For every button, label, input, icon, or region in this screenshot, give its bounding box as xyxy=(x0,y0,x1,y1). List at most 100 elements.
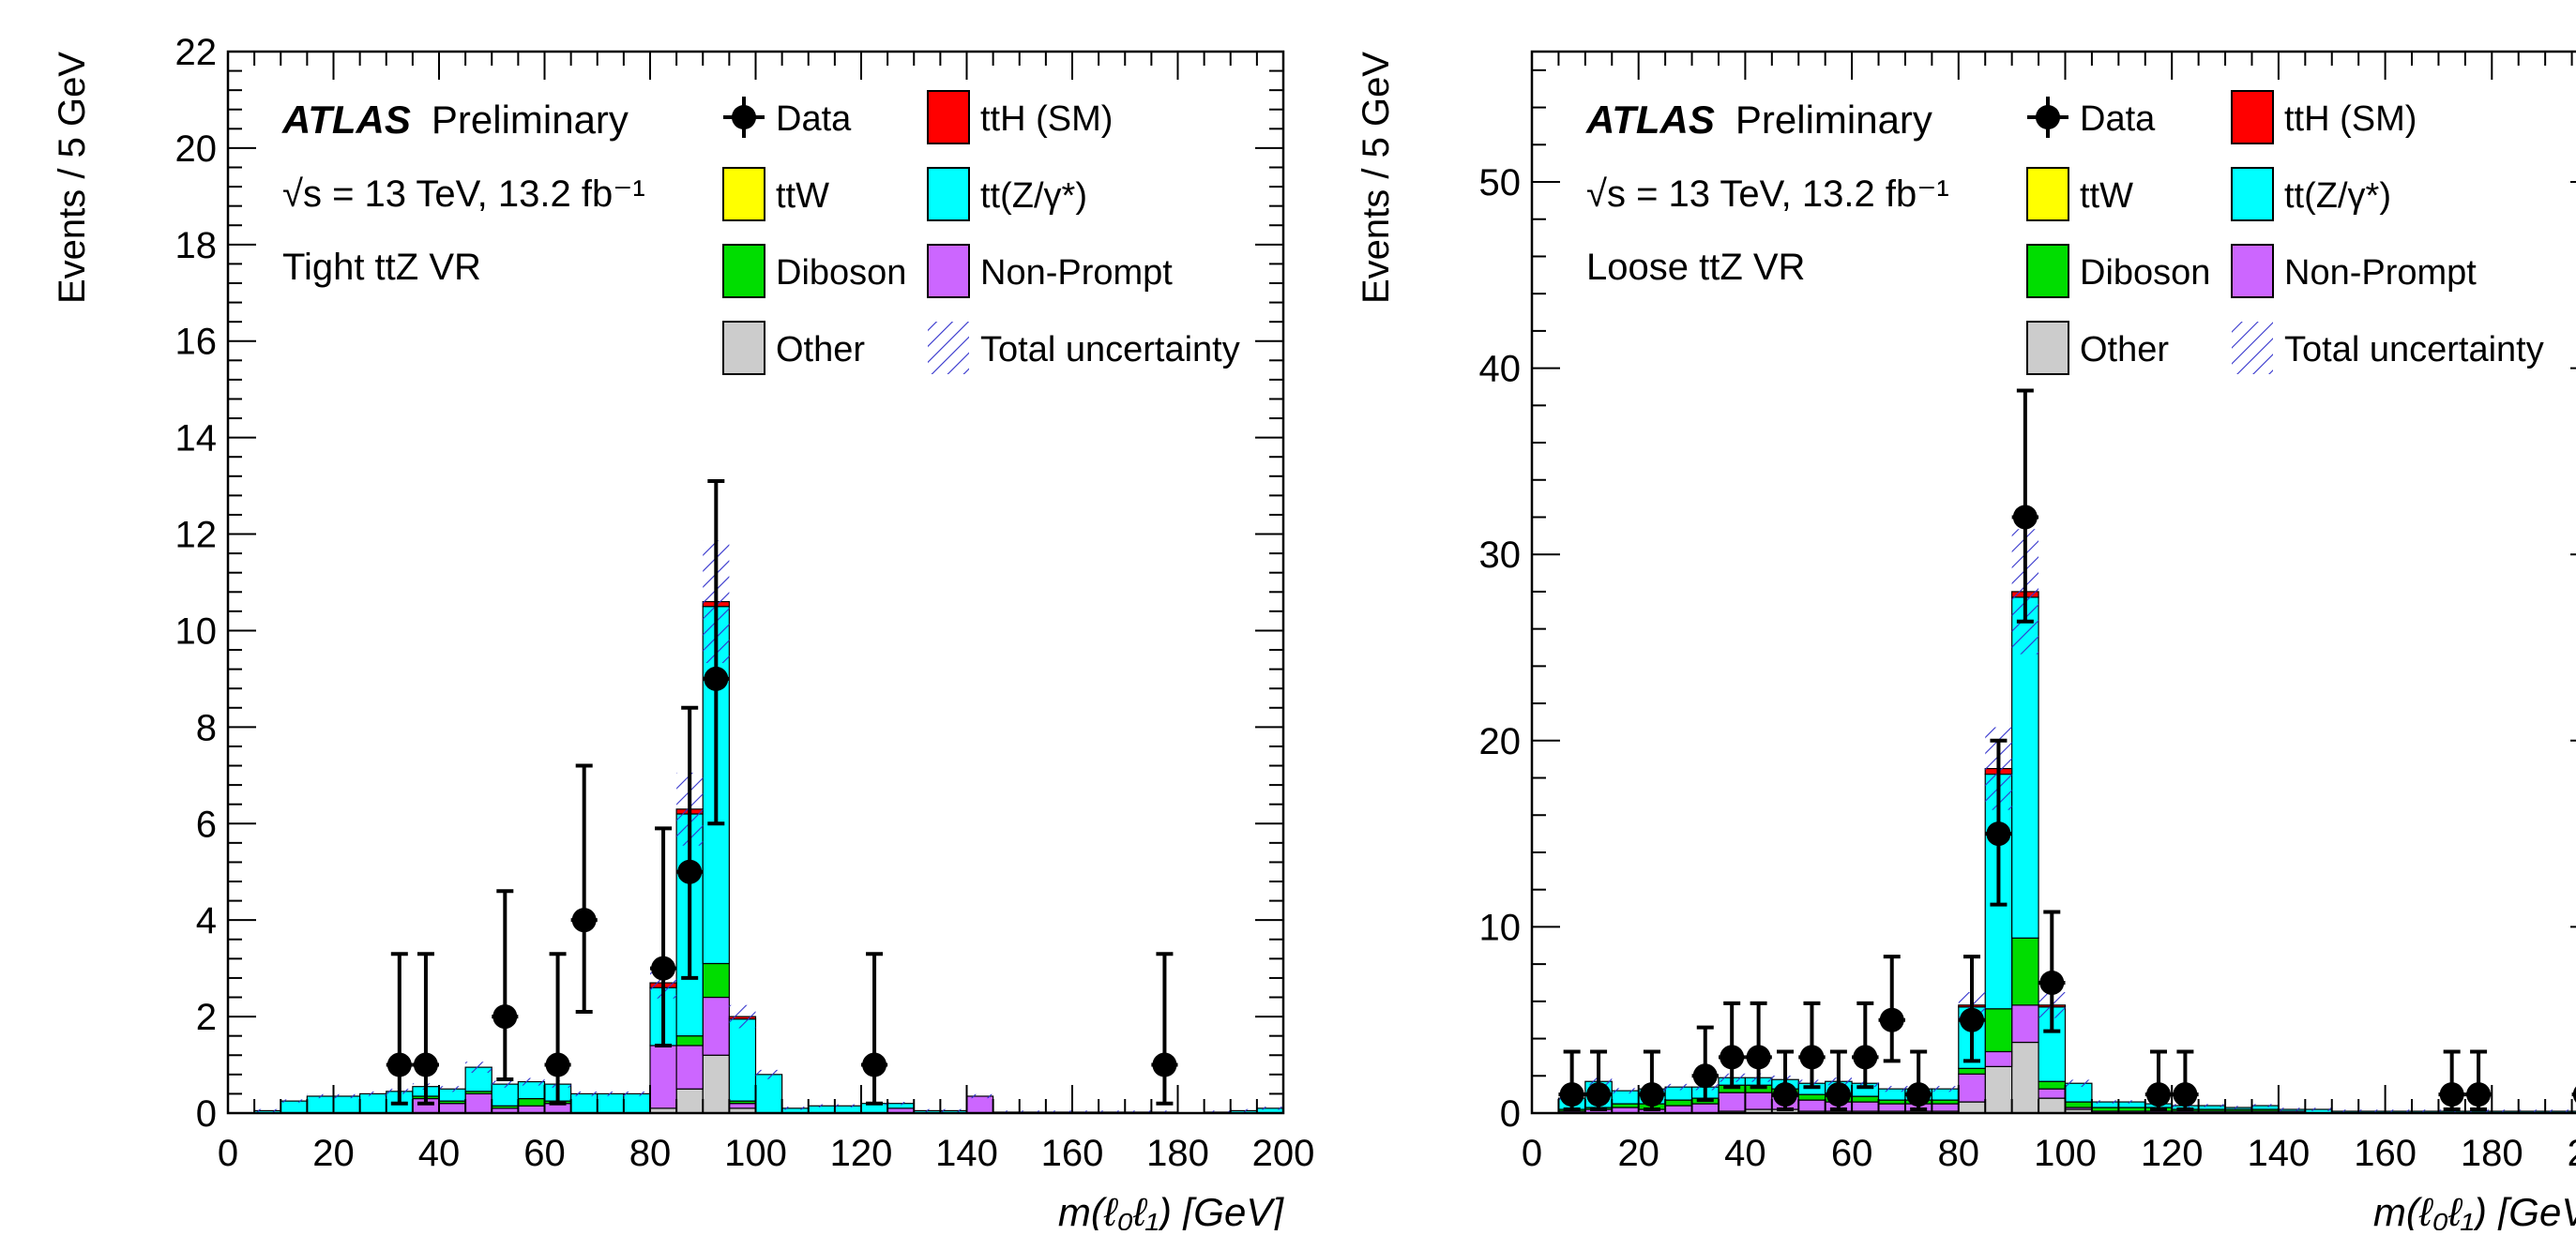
legend-entry: ttW xyxy=(2026,167,2133,221)
uncertainty-band xyxy=(307,1093,334,1099)
uncertainty-band xyxy=(2492,1109,2519,1113)
y-tick-label: 40 xyxy=(1479,349,1522,390)
legend-entry: Data xyxy=(2027,97,2156,139)
legend-entry: Other xyxy=(722,321,865,375)
region-label: Loose ttZ VR xyxy=(1586,247,1805,288)
hist-bar-nonprompt xyxy=(1797,1099,1826,1112)
uncertainty-band xyxy=(755,1069,782,1079)
data-point xyxy=(651,956,676,981)
hist-bar-nonprompt xyxy=(464,1092,492,1113)
data-point xyxy=(1720,1045,1745,1070)
hist-bar-ttZ xyxy=(570,1092,599,1113)
data-point xyxy=(1799,1045,1825,1070)
legend-label: tt(Z/γ*) xyxy=(2284,176,2391,216)
uncertainty-band xyxy=(597,1091,624,1096)
uncertainty-band xyxy=(1204,1110,1231,1113)
legend-label: ttW xyxy=(776,176,829,216)
legend-swatch-nonprompt xyxy=(927,244,970,298)
data-point xyxy=(2439,1082,2464,1107)
y-tick-label: 2 xyxy=(196,997,217,1038)
uncertainty-band xyxy=(359,1091,386,1096)
legend-entry: Non-Prompt xyxy=(2231,244,2477,298)
uncertainty-band xyxy=(2358,1109,2386,1113)
legend-label: Total uncertainty xyxy=(980,330,1240,369)
x-tick-label: 200 xyxy=(2568,1133,2576,1174)
data-point xyxy=(2039,970,2065,995)
x-tick-label: 100 xyxy=(724,1133,787,1174)
hist-bar-nonprompt xyxy=(1744,1092,1773,1110)
uncertainty-band xyxy=(254,1108,281,1113)
uncertainty-band xyxy=(1099,1110,1126,1113)
legend-swatch-diboson xyxy=(2026,244,2069,298)
data-point xyxy=(571,908,597,933)
data-point xyxy=(2572,1086,2576,1103)
legend-data-marker xyxy=(732,105,756,129)
legend-label: Diboson xyxy=(776,253,906,293)
hist-bar-ttZ xyxy=(280,1100,308,1113)
uncertainty-band xyxy=(966,1093,993,1099)
legend-data-marker xyxy=(2036,105,2060,129)
uncertainty-band xyxy=(1019,1110,1046,1113)
uncertainty-band xyxy=(2412,1109,2439,1113)
uncertainty-band xyxy=(465,1062,492,1073)
x-tick-label: 120 xyxy=(2141,1133,2204,1174)
uncertainty-band xyxy=(2091,1100,2119,1104)
legend-entry: tt(Z/γ*) xyxy=(2231,167,2391,221)
legend-label: Other xyxy=(2080,330,2169,369)
data-point xyxy=(2173,1082,2198,1107)
y-tick-label: 10 xyxy=(175,610,218,652)
y-tick-label: 4 xyxy=(196,900,217,941)
uncertainty-band xyxy=(1665,1083,1692,1091)
legend-label: ttH (SM) xyxy=(980,99,1113,139)
hist-bar-ttZ xyxy=(754,1074,783,1113)
hist-bar-nonprompt xyxy=(965,1095,994,1113)
data-point xyxy=(677,859,703,884)
uncertainty-band xyxy=(914,1108,941,1113)
x-tick-label: 20 xyxy=(1617,1133,1659,1174)
legend-entry: Other xyxy=(2026,321,2169,375)
hist-bar-other xyxy=(675,1088,704,1113)
x-tick-label: 80 xyxy=(629,1133,672,1174)
hist-bar-ttZ xyxy=(306,1095,335,1113)
data-point xyxy=(1152,1052,1177,1077)
legend-swatch-ttZ xyxy=(927,167,970,221)
legend-swatch-ttH xyxy=(2231,90,2274,144)
data-point xyxy=(1906,1082,1932,1107)
y-tick-label: 16 xyxy=(175,322,218,363)
x-axis-label: m(ℓ₀ℓ₁) [GeV] xyxy=(2373,1190,2576,1230)
x-tick-label: 20 xyxy=(312,1133,355,1174)
y-tick-label: 20 xyxy=(1479,721,1522,762)
hist-bar-diboson xyxy=(1984,1008,2013,1053)
uncertainty-band xyxy=(781,1107,809,1110)
data-point xyxy=(1639,1082,1664,1107)
uncertainty-band xyxy=(2118,1100,2145,1104)
hist-bar-nonprompt xyxy=(1718,1092,1746,1112)
plot-area xyxy=(253,540,1283,1113)
hist-bar-other xyxy=(1984,1065,2013,1113)
legend-swatch-uncertainty xyxy=(928,322,969,374)
uncertainty-band xyxy=(2251,1104,2279,1107)
legend-label: ttH (SM) xyxy=(2284,99,2417,139)
legend-label: Data xyxy=(2080,99,2156,139)
chart-panel-1: 0 20 40 60 80 100 120 140 160 180 200 0 2 4 6 8 10 12 14 16… xyxy=(52,32,1314,1234)
hist-bar-nonprompt xyxy=(438,1103,466,1113)
energy-label: √s = 13 TeV, 13.2 fb⁻¹ xyxy=(282,173,645,215)
hist-bar-nonprompt xyxy=(1984,1050,2013,1067)
legend-label: Non-Prompt xyxy=(980,253,1173,293)
hist-bar-ttZ xyxy=(359,1092,387,1113)
hist-bar-nonprompt xyxy=(1931,1103,1960,1112)
uncertainty-band xyxy=(1230,1108,1257,1113)
y-tick-label: 8 xyxy=(196,707,217,748)
x-tick-label: 0 xyxy=(218,1133,238,1174)
hist-bar-nonprompt xyxy=(728,1103,757,1109)
uncertainty-band xyxy=(439,1086,466,1092)
uncertainty-band xyxy=(1932,1086,1959,1092)
y-tick-label: 50 xyxy=(1479,162,1522,203)
x-tick-label: 100 xyxy=(2034,1133,2097,1174)
data-point xyxy=(386,1052,412,1077)
uncertainty-band xyxy=(2065,1079,2092,1088)
uncertainty-band xyxy=(623,1091,650,1096)
legend-entry: ttH (SM) xyxy=(2231,90,2417,144)
data-point xyxy=(2012,505,2038,530)
x-tick-label: 120 xyxy=(830,1133,893,1174)
